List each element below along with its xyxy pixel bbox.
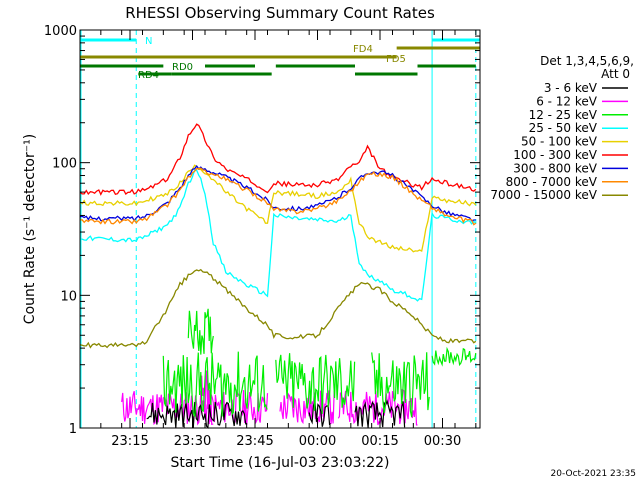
chart-title: RHESSI Observing Summary Count Rates bbox=[125, 4, 435, 22]
series-line-3-6-kev bbox=[308, 399, 331, 427]
series-line-12-25-kev bbox=[275, 353, 356, 415]
series-line-25-50kev bbox=[79, 169, 477, 302]
series-line-300-800kev bbox=[79, 165, 476, 222]
series-line-50-100kev bbox=[79, 164, 477, 253]
x-axis-label: Start Time (16-Jul-03 23:03:22) bbox=[170, 455, 389, 471]
series-line-800-7000kev bbox=[79, 167, 477, 226]
series-line-6-12-kev bbox=[200, 370, 214, 425]
x-tick-label: 00:00 bbox=[299, 434, 336, 449]
series-line-7000-15000kev bbox=[79, 268, 477, 349]
annotation-label-rd4: RD4 bbox=[138, 70, 159, 81]
x-tick-label: 00:15 bbox=[361, 434, 398, 449]
x-tick-label: 00:30 bbox=[424, 434, 461, 449]
x-tick-label: 23:45 bbox=[236, 434, 273, 449]
annotation-label-n: N bbox=[145, 36, 152, 47]
legend-entry-label: 800 - 7000 keV bbox=[506, 175, 598, 189]
series-line-12-25-kev bbox=[371, 352, 430, 418]
series-line-12-25-kev bbox=[431, 346, 477, 367]
plot-frame bbox=[79, 29, 481, 429]
tick-layer: 1 10 100 1000 23:15 23:30 23:45 00:00 00:15 00:30 bbox=[44, 24, 480, 449]
series-line-12-25-kev bbox=[162, 351, 268, 417]
series-line-12-25-kev bbox=[187, 308, 214, 355]
y-tick-label: 10 bbox=[60, 289, 77, 304]
y-tick-label: 100 bbox=[52, 157, 77, 172]
legend-title: Det 1,3,4,5,6,9, bbox=[540, 54, 634, 68]
x-tick-label: 23:30 bbox=[174, 434, 211, 449]
series-line-3-6-kev bbox=[354, 399, 406, 428]
legend-entry-label: 7000 - 15000 keV bbox=[490, 188, 597, 202]
legend-entry-label: 50 - 100 keV bbox=[521, 135, 598, 149]
series-line-6-12-kev bbox=[279, 390, 335, 425]
state-bars-layer bbox=[80, 30, 480, 428]
y-tick-label: 1 bbox=[69, 422, 77, 437]
legend-entry-label: 3 - 6 keV bbox=[544, 81, 598, 95]
legend-entry-label: 25 - 50 keV bbox=[529, 121, 598, 135]
series-line-6-12-kev bbox=[337, 389, 418, 426]
annotation-label-fd5: FD5 bbox=[386, 54, 406, 65]
legend-entry-label: 300 - 800 keV bbox=[513, 161, 597, 175]
series-line-100-300kev bbox=[79, 123, 477, 196]
annotation-label-fd4: FD4 bbox=[353, 44, 373, 55]
footer-date: 20-Oct-2021 23:35 bbox=[551, 469, 636, 479]
annotation-label-rd0: RD0 bbox=[172, 62, 193, 73]
annotation-layer: N FD4 FD5 RD0 RD4 bbox=[138, 36, 406, 81]
x-tick-label: 23:15 bbox=[111, 434, 148, 449]
legend-entry-label: 6 - 12 keV bbox=[536, 94, 598, 108]
series-line-3-6-kev bbox=[146, 401, 247, 429]
y-tick-label: 1000 bbox=[44, 24, 77, 39]
legend-entry-label: 12 - 25 keV bbox=[529, 108, 598, 122]
legend-entry-label: 100 - 300 keV bbox=[513, 148, 597, 162]
series-layer bbox=[79, 123, 477, 429]
y-axis-label: Count Rate (s⁻¹ detector⁻¹) bbox=[22, 134, 38, 324]
axes-layer bbox=[79, 29, 481, 429]
legend-subtitle: Att 0 bbox=[601, 67, 630, 81]
